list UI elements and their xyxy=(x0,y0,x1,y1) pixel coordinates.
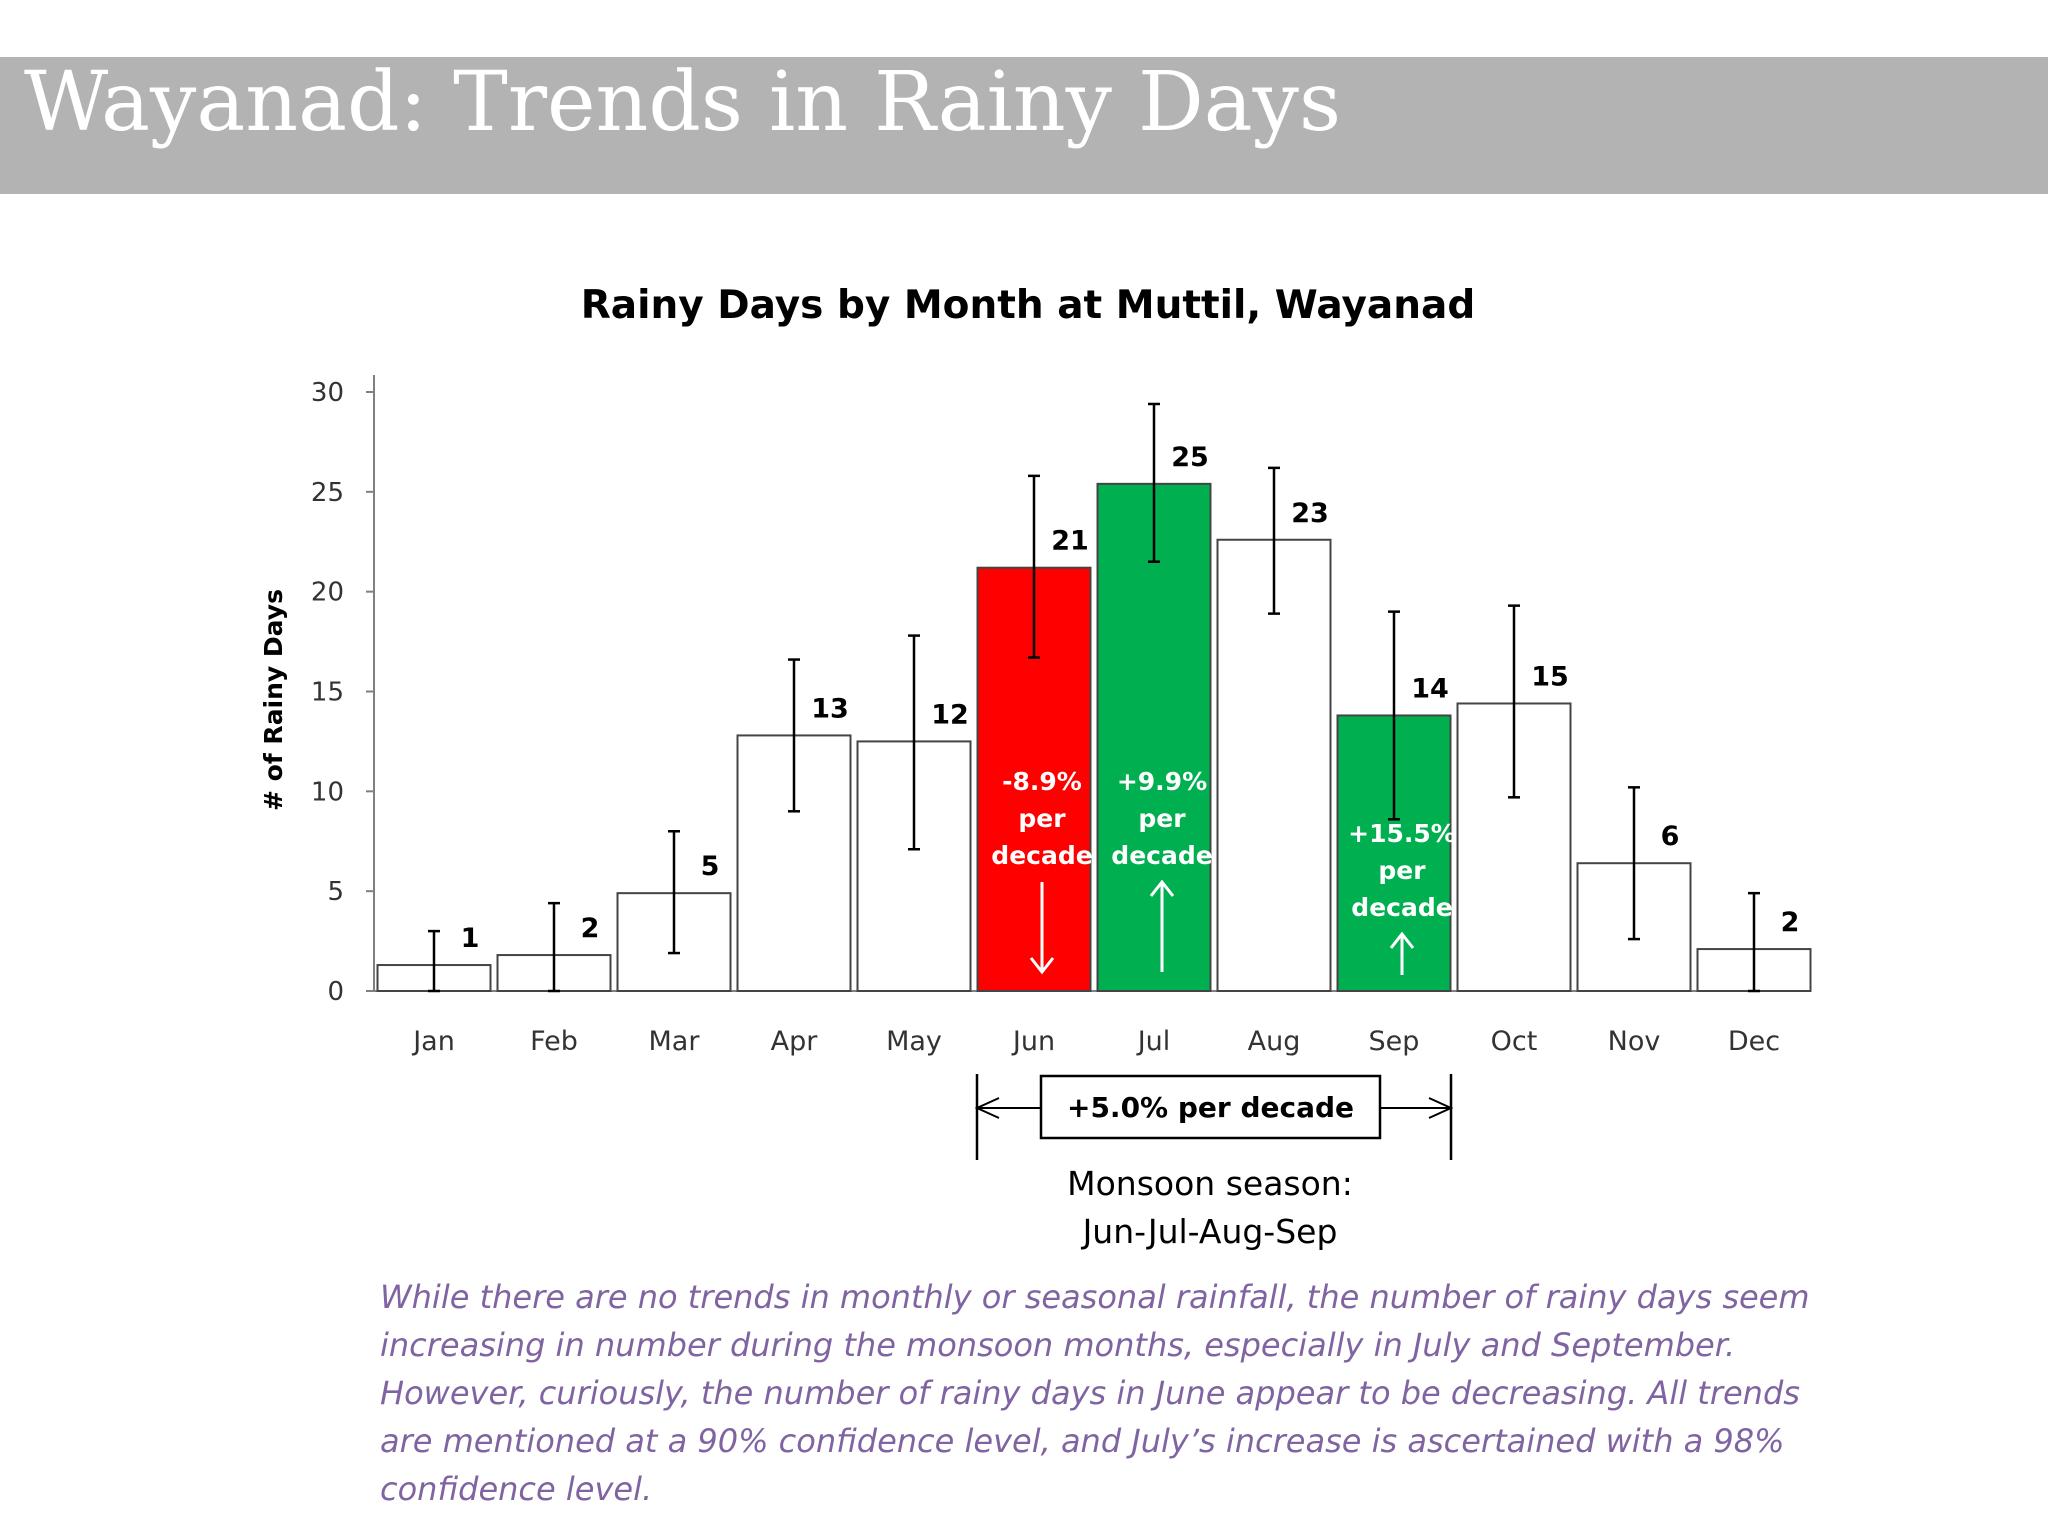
x-tick-label: May xyxy=(886,1026,942,1057)
x-tick-label: Jun xyxy=(1011,1026,1055,1057)
y-tick-label: 10 xyxy=(311,777,344,807)
bars: 1 Jan 2 Feb 5 Mar 13 Apr 12 May 21 Jun 25 Jul 23 Aug 14 S… xyxy=(376,402,1812,1057)
data-label: 14 xyxy=(1411,673,1449,704)
commentary-line: are mentioned at a 90% confidence level,… xyxy=(380,1422,1785,1460)
x-tick-label: Sep xyxy=(1369,1026,1420,1057)
data-label: 23 xyxy=(1291,498,1329,529)
commentary-line: However, curiously, the number of rainy … xyxy=(380,1374,1800,1412)
trend-annotation-text: +15.5% xyxy=(1348,819,1456,848)
y-ticks: 0 5 10 15 20 25 30 xyxy=(311,378,374,1007)
trend-arrow-head xyxy=(1029,957,1055,975)
data-label: 12 xyxy=(931,699,969,730)
x-tick-label: Jan xyxy=(411,1026,455,1057)
season-trend-box xyxy=(1039,1074,1382,1140)
x-tick-label: Oct xyxy=(1491,1026,1538,1057)
title-bar xyxy=(0,57,2048,194)
trend-annotation-text: per xyxy=(1018,804,1066,833)
x-tick-label: Mar xyxy=(649,1026,701,1057)
monsoon-caption-line-2: Jun-Jul-Aug-Sep xyxy=(1082,1212,1338,1251)
x-tick-label: Jul xyxy=(1136,1026,1171,1057)
season-trend-label: +5.0% per decade xyxy=(1067,1091,1354,1124)
season-arrow-left-head xyxy=(974,1097,1000,1119)
x-tick-label: Nov xyxy=(1608,1026,1661,1057)
monsoon-season-caption: Monsoon season: Jun-Jul-Aug-Sep xyxy=(1010,1160,1410,1256)
season-arrow-right-head xyxy=(1428,1097,1454,1119)
x-tick-label: Apr xyxy=(771,1026,819,1057)
trend-annotation-text: -8.9% xyxy=(1002,767,1082,796)
y-tick-label: 0 xyxy=(327,977,344,1007)
data-label: 2 xyxy=(581,913,600,944)
commentary-line: While there are no trends in monthly or … xyxy=(380,1278,1810,1316)
y-axis-label: # of Rainy Days xyxy=(259,589,288,811)
y-tick-label: 30 xyxy=(311,378,344,408)
y-tick-label: 5 xyxy=(327,877,344,907)
monsoon-season-bracket: +5.0% per decade xyxy=(974,1074,1454,1160)
x-tick-label: Dec xyxy=(1728,1026,1780,1057)
data-label: 15 xyxy=(1531,661,1569,692)
data-label: 2 xyxy=(1781,907,1800,938)
trend-annotation-text: per xyxy=(1138,804,1186,833)
x-tick-label: Aug xyxy=(1248,1026,1301,1057)
data-label: 25 xyxy=(1171,442,1209,473)
commentary: While there are no trends in monthly or … xyxy=(380,1273,1940,1513)
slide-title: Wayanad: Trends in Rainy Days xyxy=(24,55,1342,150)
chart-title: Rainy Days by Month at Muttil, Wayanad xyxy=(581,283,1475,328)
commentary-line: confidence level. xyxy=(380,1470,653,1508)
trend-annotation-text: decade xyxy=(1111,841,1212,870)
trend-annotations: -8.9% per decade +9.9% per decade +15.5% per dec… xyxy=(991,767,1456,975)
data-label: 6 xyxy=(1661,821,1680,852)
trend-arrow-head xyxy=(1149,879,1175,897)
trend-annotation-text: +9.9% xyxy=(1117,767,1207,796)
monsoon-caption-line-1: Monsoon season: xyxy=(1067,1164,1353,1203)
commentary-line: increasing in number during the monsoon … xyxy=(380,1326,1736,1364)
y-tick-label: 20 xyxy=(311,578,344,608)
data-label: 5 xyxy=(701,851,720,882)
trend-annotation-text: decade xyxy=(1351,893,1452,922)
x-tick-label: Feb xyxy=(530,1026,578,1057)
trend-annotation-text: per xyxy=(1378,856,1426,885)
data-label: 13 xyxy=(811,693,849,724)
data-label: 21 xyxy=(1051,526,1089,557)
trend-annotation-text: decade xyxy=(991,841,1092,870)
trend-arrow-head xyxy=(1389,931,1415,949)
y-tick-label: 25 xyxy=(311,478,344,508)
data-label: 1 xyxy=(461,923,480,954)
y-tick-label: 15 xyxy=(311,678,344,708)
